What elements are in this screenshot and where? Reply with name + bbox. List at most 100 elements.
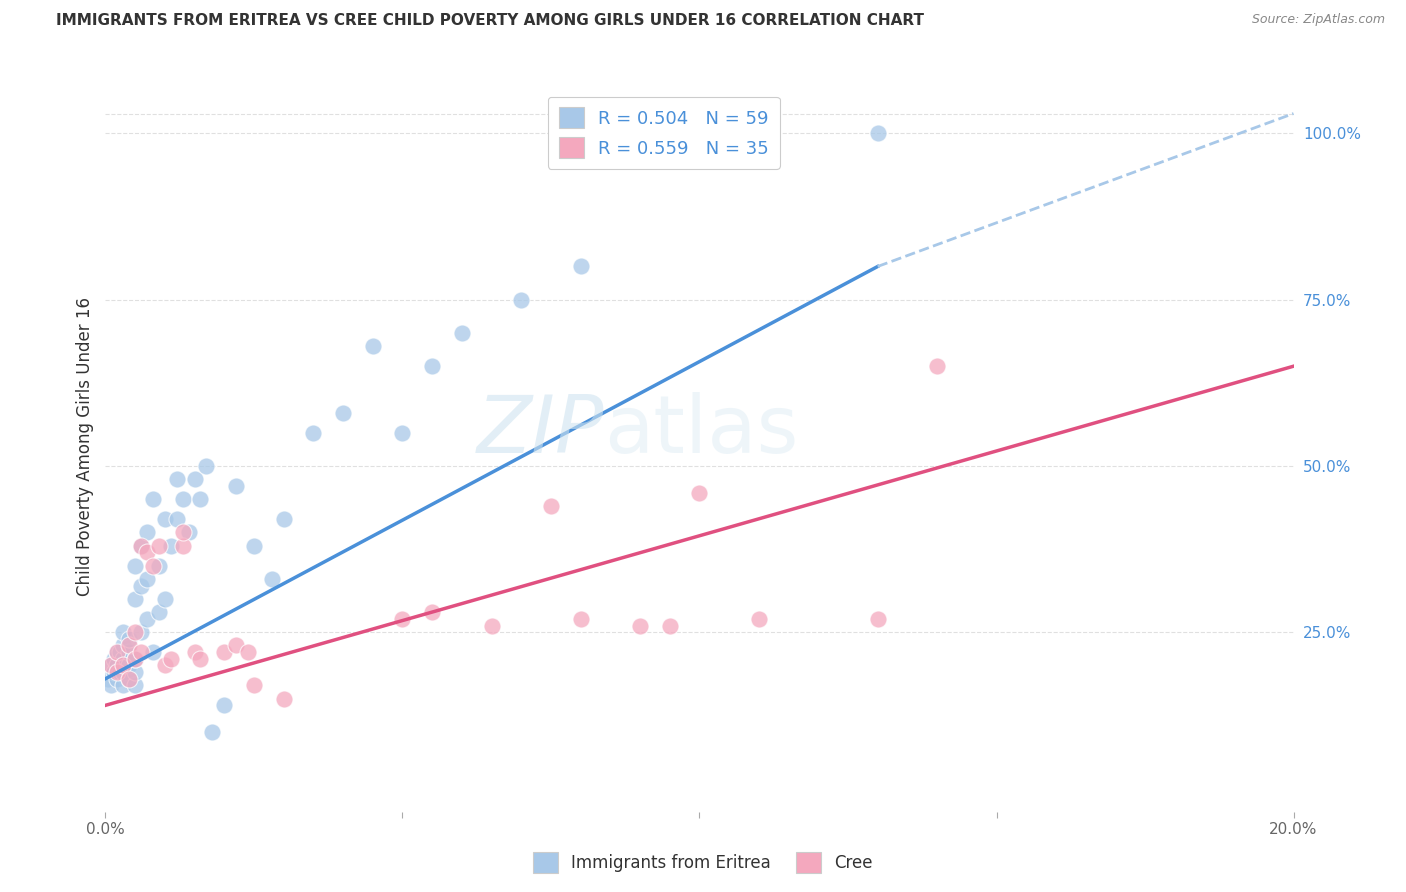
Point: [166, 472, 188, 486]
Point: [129, 645, 152, 659]
Point: [124, 652, 146, 666]
Point: [481, 618, 503, 632]
Point: [118, 672, 141, 686]
Point: [450, 326, 472, 340]
Point: [103, 652, 125, 666]
Point: [124, 678, 146, 692]
Point: [105, 665, 128, 679]
Point: [159, 652, 181, 666]
Point: [124, 558, 146, 573]
Point: [153, 591, 176, 606]
Point: [148, 539, 170, 553]
Point: [866, 127, 889, 141]
Point: [105, 658, 128, 673]
Point: [172, 525, 194, 540]
Point: [136, 525, 159, 540]
Point: [689, 485, 711, 500]
Point: [153, 512, 176, 526]
Point: [124, 652, 146, 666]
Point: [391, 612, 413, 626]
Point: [201, 725, 224, 739]
Point: [927, 359, 949, 374]
Point: [214, 698, 236, 713]
Point: [110, 645, 132, 659]
Point: [225, 639, 247, 653]
Point: [129, 539, 152, 553]
Text: atlas: atlas: [605, 392, 799, 470]
Point: [118, 632, 141, 646]
Point: [302, 425, 325, 440]
Y-axis label: Child Poverty Among Girls Under 16: Child Poverty Among Girls Under 16: [76, 296, 94, 596]
Point: [183, 472, 205, 486]
Point: [273, 691, 295, 706]
Point: [112, 625, 135, 640]
Point: [118, 645, 141, 659]
Point: [236, 645, 259, 659]
Point: [540, 499, 562, 513]
Point: [112, 658, 135, 673]
Point: [243, 539, 266, 553]
Point: [153, 658, 176, 673]
Point: [118, 672, 141, 686]
Point: [112, 639, 135, 653]
Point: [112, 665, 135, 679]
Point: [183, 645, 205, 659]
Point: [110, 665, 132, 679]
Point: [510, 293, 533, 307]
Point: [124, 591, 146, 606]
Point: [569, 612, 592, 626]
Point: [136, 545, 159, 559]
Point: [569, 260, 592, 274]
Point: [129, 625, 152, 640]
Point: [190, 492, 212, 507]
Point: [159, 539, 181, 553]
Point: [177, 525, 200, 540]
Point: [105, 645, 128, 659]
Point: [112, 678, 135, 692]
Point: [124, 665, 146, 679]
Point: [124, 625, 146, 640]
Point: [628, 618, 651, 632]
Legend: R = 0.504   N = 59, R = 0.559   N = 35: R = 0.504 N = 59, R = 0.559 N = 35: [548, 96, 780, 169]
Point: [748, 612, 770, 626]
Point: [100, 678, 122, 692]
Point: [391, 425, 413, 440]
Legend: Immigrants from Eritrea, Cree: Immigrants from Eritrea, Cree: [526, 846, 880, 880]
Point: [148, 558, 170, 573]
Point: [136, 612, 159, 626]
Point: [112, 652, 135, 666]
Point: [142, 645, 165, 659]
Point: [97, 672, 120, 686]
Point: [225, 479, 247, 493]
Point: [172, 539, 194, 553]
Point: [658, 618, 681, 632]
Point: [190, 652, 212, 666]
Point: [142, 558, 165, 573]
Point: [100, 658, 122, 673]
Point: [148, 605, 170, 619]
Point: [420, 359, 443, 374]
Point: [105, 645, 128, 659]
Text: Source: ZipAtlas.com: Source: ZipAtlas.com: [1251, 13, 1385, 27]
Point: [118, 639, 141, 653]
Point: [332, 406, 354, 420]
Text: ZIP: ZIP: [477, 392, 605, 470]
Point: [243, 678, 266, 692]
Point: [260, 572, 283, 586]
Point: [273, 512, 295, 526]
Point: [214, 645, 236, 659]
Point: [195, 458, 218, 473]
Point: [420, 605, 443, 619]
Point: [103, 665, 125, 679]
Point: [866, 612, 889, 626]
Point: [136, 572, 159, 586]
Point: [172, 492, 194, 507]
Text: IMMIGRANTS FROM ERITREA VS CREE CHILD POVERTY AMONG GIRLS UNDER 16 CORRELATION C: IMMIGRANTS FROM ERITREA VS CREE CHILD PO…: [56, 13, 924, 29]
Point: [118, 658, 141, 673]
Point: [105, 672, 128, 686]
Point: [166, 512, 188, 526]
Point: [361, 339, 384, 353]
Point: [129, 579, 152, 593]
Point: [100, 658, 122, 673]
Point: [142, 492, 165, 507]
